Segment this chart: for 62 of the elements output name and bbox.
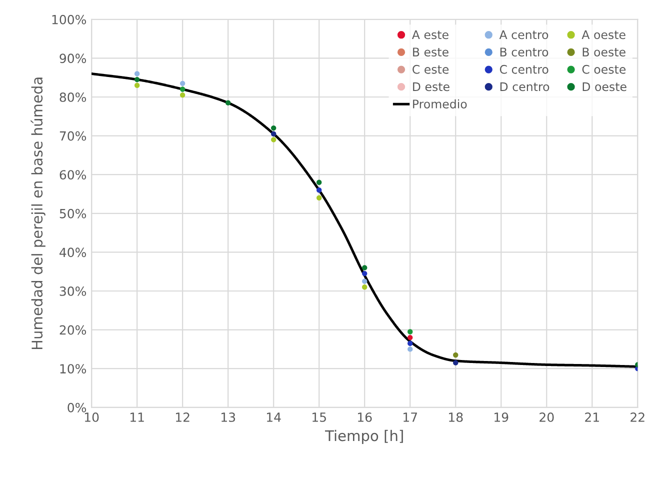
point [134,76,140,82]
legend-label: B oeste [582,48,626,56]
x-tick-label: 11 [130,412,144,422]
legend-label: B centro [500,48,548,56]
x-tick-label: 13 [222,412,236,422]
legend-label: B este [413,48,448,56]
y-tick-label: 10% [60,364,86,374]
legend-label: D centro [500,82,550,92]
y-tick-label: 20% [60,325,86,335]
x-tick-label: 18 [449,412,463,422]
point [134,71,140,76]
x-tick-label: 10 [84,412,99,422]
point [362,270,368,276]
point [362,284,368,290]
point [408,340,413,346]
point [408,334,413,340]
x-tick-label: 21 [585,412,599,422]
point [362,278,368,284]
legend-label: D este [413,82,450,92]
x-tick-label: 20 [540,412,554,422]
x-tick-label: 17 [404,412,417,422]
x-tick-label: 14 [267,412,281,422]
y-tick-label: 60% [60,170,86,180]
x-tick-label: 12 [176,412,190,422]
y-tick-label: 90% [60,54,86,64]
y-tick-label: 80% [60,92,86,102]
legend-label: Promedio [413,99,467,108]
x-tick-label: 15 [312,412,326,422]
legend-label: C oeste [582,64,626,74]
legend-label: A este [412,30,448,40]
y-tick-label: 30% [60,286,86,296]
x-tick-label: 22 [630,412,644,422]
point [316,195,322,200]
point [453,352,458,358]
y-tick-label: 70% [60,131,86,141]
point [180,92,186,98]
y-tick-label: 50% [60,208,86,218]
point [180,80,186,86]
point [270,125,276,131]
point [316,180,322,185]
point [270,131,276,136]
point [134,82,140,88]
x-tick-label: 19 [494,412,508,422]
legend-label: D oeste [582,82,626,92]
y-tick-label: 40% [60,248,86,258]
legend-label: A oeste [582,30,626,40]
point [270,137,276,142]
point [225,100,231,106]
legend-label: A centro [499,30,548,40]
point [453,360,458,366]
legend-label: C centro [500,64,548,74]
x-axis-title: Tiempo [h] [325,430,403,444]
y-axis-title: Humedad del perejil en base húmeda [30,78,46,350]
point [180,86,186,92]
legend-label: C este [412,64,449,74]
x-tick-label: 16 [358,412,372,422]
point [316,188,322,193]
y-tick-label: 0% [68,402,86,412]
point [362,265,368,270]
point [408,329,413,334]
y-tick-label: 100% [52,14,86,24]
point [408,346,413,352]
